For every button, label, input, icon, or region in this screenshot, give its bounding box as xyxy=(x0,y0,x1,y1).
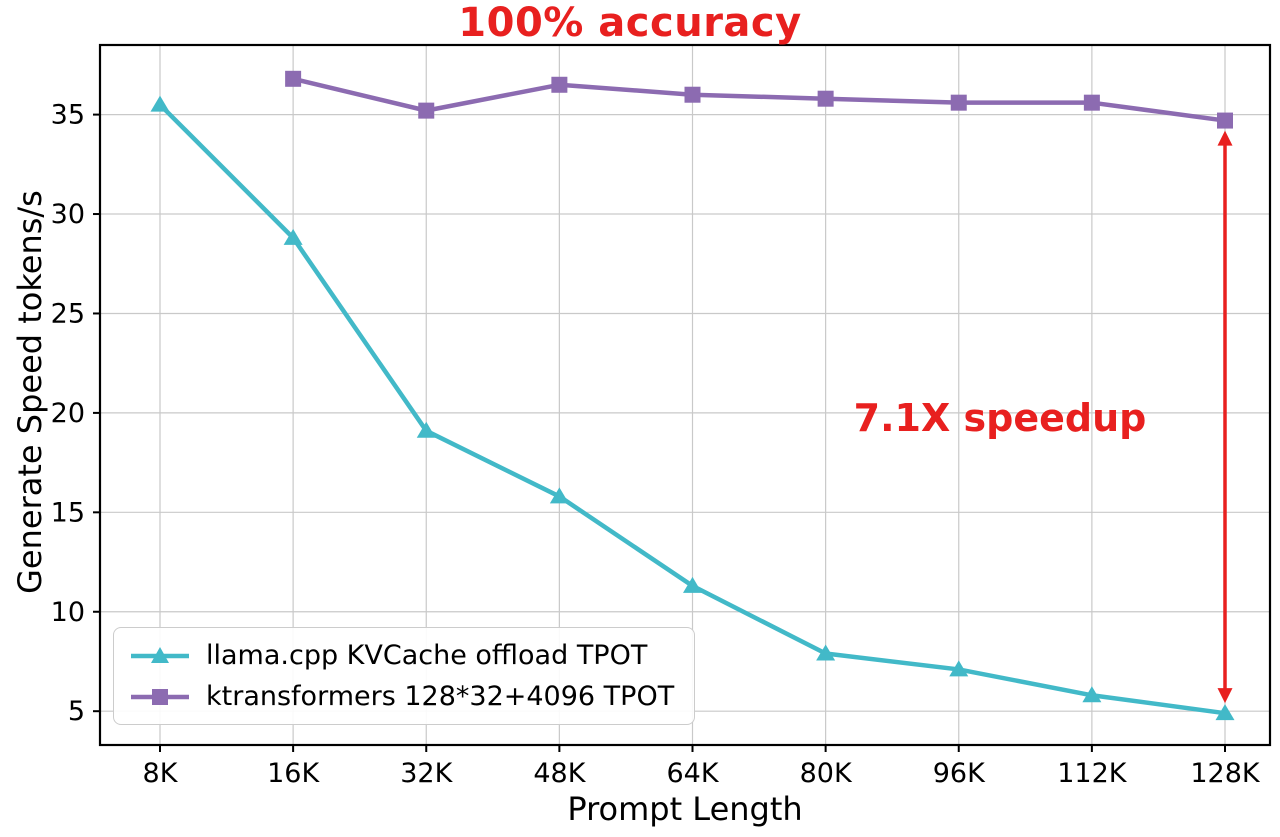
speedup-arrow xyxy=(1217,130,1233,704)
svg-text:48K: 48K xyxy=(533,758,586,789)
svg-text:96K: 96K xyxy=(933,758,986,789)
svg-text:32K: 32K xyxy=(400,758,453,789)
y-axis-title: Generate Speed tokens/s xyxy=(11,190,49,594)
grid xyxy=(100,45,1270,745)
series-1 xyxy=(285,70,1233,129)
legend: llama.cpp KVCache offload TPOT ktransfor… xyxy=(113,627,696,725)
axis-ticks xyxy=(93,113,1226,752)
square-marker-icon xyxy=(131,688,189,705)
speedup-annotation: 7.1X speedup xyxy=(853,396,1147,440)
series-0 xyxy=(150,95,1235,721)
legend-item-ktransformers: ktransformers 128*32+4096 TPOT xyxy=(128,681,674,712)
legend-label-llama: llama.cpp KVCache offload TPOT xyxy=(206,640,648,671)
svg-text:20: 20 xyxy=(51,398,85,429)
svg-text:15: 15 xyxy=(51,497,85,528)
axis-tick-labels: 8K 16K 32K 48K 64K 80K 96K 112K 128K 5 10 15 20 25 30 3… xyxy=(51,100,1261,789)
svg-text:80K: 80K xyxy=(800,758,853,789)
svg-text:10: 10 xyxy=(51,597,85,628)
legend-label-ktransformers: ktransformers 128*32+4096 TPOT xyxy=(206,681,675,712)
plot-border xyxy=(98,43,1272,747)
svg-text:25: 25 xyxy=(51,298,85,329)
svg-text:5: 5 xyxy=(68,696,85,727)
svg-text:128K: 128K xyxy=(1190,758,1261,789)
legend-item-llama: llama.cpp KVCache offload TPOT xyxy=(128,640,674,671)
svg-text:35: 35 xyxy=(51,100,85,131)
svg-text:16K: 16K xyxy=(267,758,320,789)
triangle-marker-icon xyxy=(131,646,189,663)
svg-text:30: 30 xyxy=(51,199,85,230)
accuracy-annotation: 100% accuracy xyxy=(458,0,802,46)
svg-text:112K: 112K xyxy=(1057,758,1128,789)
svg-text:64K: 64K xyxy=(666,758,719,789)
x-axis-title: Prompt Length xyxy=(567,790,803,828)
svg-text:8K: 8K xyxy=(143,758,179,789)
